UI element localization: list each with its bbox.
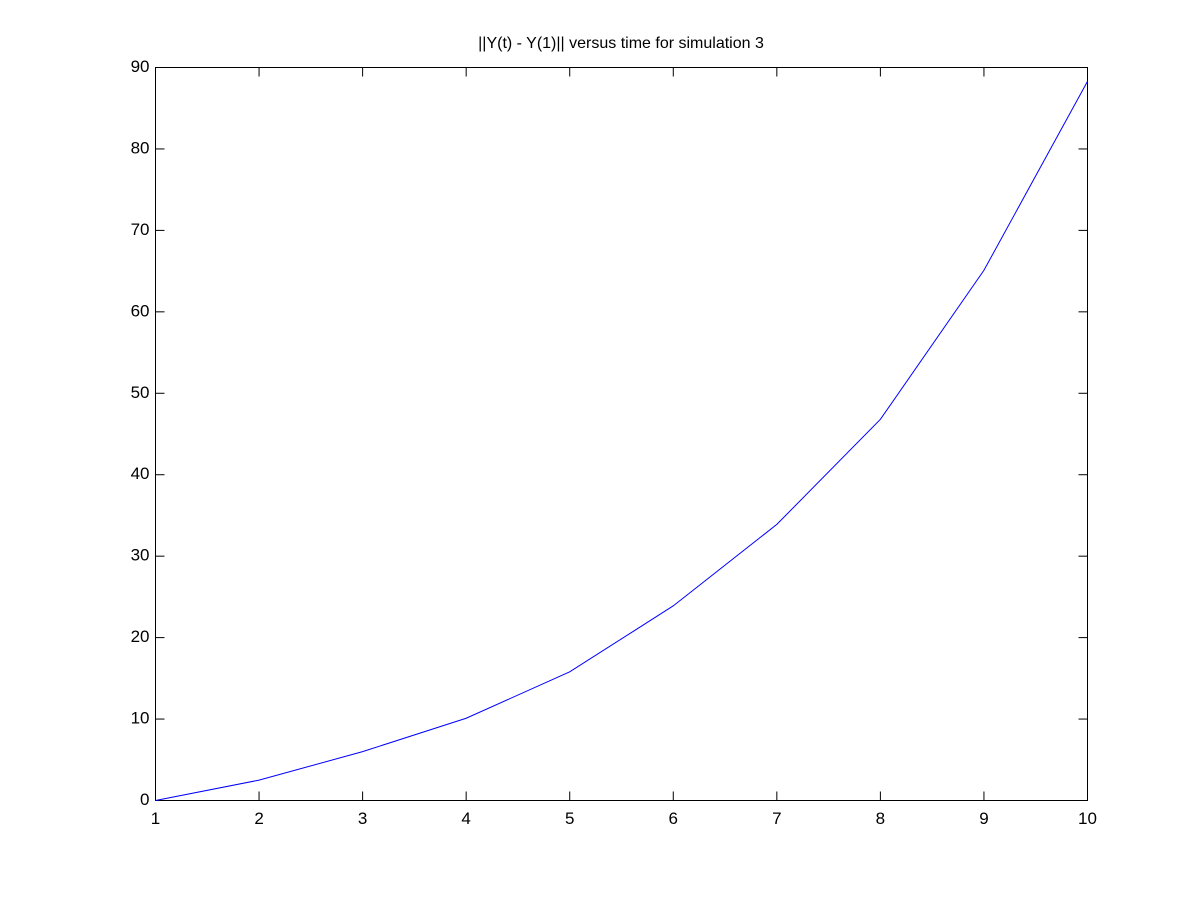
y-tick-label: 50 [131,383,150,402]
y-tick-label: 20 [131,627,150,646]
y-tick-label: 90 [131,57,150,76]
x-tick-label: 7 [772,809,781,828]
x-tick-label: 4 [461,809,470,828]
y-tick-label: 10 [131,709,150,728]
y-tick-label: 40 [131,464,150,483]
x-tick-label: 8 [876,809,885,828]
y-tick-label: 80 [131,138,150,157]
y-tick-label: 30 [131,546,150,565]
x-tick-label: 3 [358,809,367,828]
y-tick-label: 70 [131,220,150,239]
data-line [155,81,1088,801]
plot-area [155,67,1088,801]
x-tick-label: 2 [254,809,263,828]
x-tick-label: 5 [565,809,574,828]
x-tick-label: 10 [1078,809,1097,828]
x-tick-label: 1 [151,809,160,828]
y-tick-label: 0 [140,790,149,809]
x-tick-label: 9 [979,809,988,828]
y-tick-label: 60 [131,301,150,320]
x-tick-label: 6 [669,809,678,828]
chart-title: ||Y(t) - Y(1)|| versus time for simulati… [478,35,764,52]
